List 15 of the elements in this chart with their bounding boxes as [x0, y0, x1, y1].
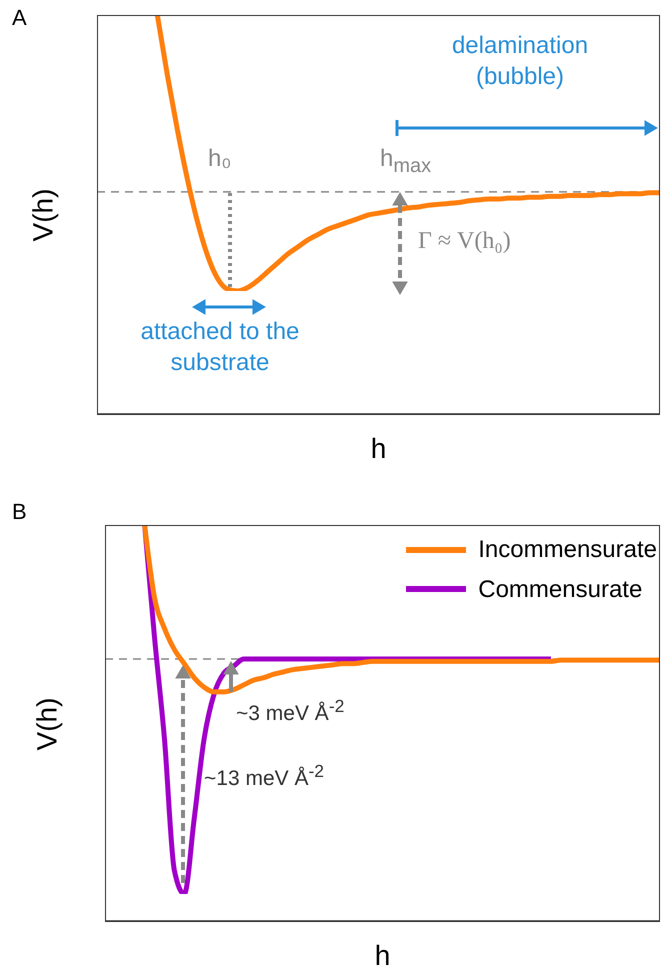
annotation: h₀ — [208, 144, 232, 174]
x-axis-title: h — [370, 433, 388, 465]
legend-label: Incommensurate — [478, 535, 657, 565]
annotation: delamination (bubble) — [450, 31, 590, 92]
annotation: ~3 meV Å$^{-2}$ — [236, 695, 346, 727]
y-axis-title: V(h) — [28, 188, 60, 242]
annotation: ~13 meV Å$^{-2}$ — [204, 760, 326, 792]
text: A — [12, 4, 28, 32]
annotation: Γ ≈ V(h₀) — [418, 227, 512, 256]
text: attached to the substrate — [140, 317, 300, 378]
annotation: h$_{max}$ — [380, 144, 432, 179]
y-axis-title: V(h) — [32, 697, 64, 750]
text: B — [12, 498, 28, 526]
x-axis-title: h — [374, 940, 392, 972]
legend-label: Commensurate — [478, 574, 642, 605]
